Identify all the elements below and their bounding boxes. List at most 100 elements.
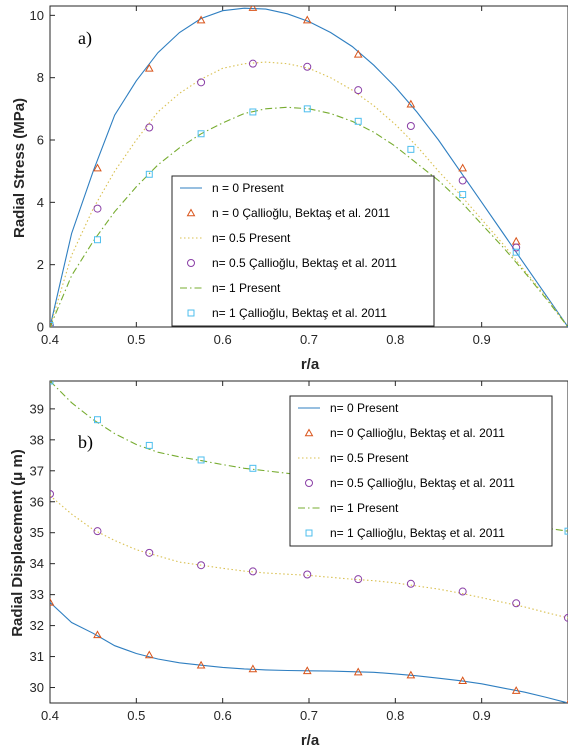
series-n-0-5-allio-lu-bekta-et-al-2011-point	[93, 527, 102, 536]
legend-swatch	[187, 309, 195, 317]
x-tick-label: 0.4	[41, 708, 59, 723]
y-tick-label: 38	[30, 432, 44, 447]
series-n-1-allio-lu-bekta-et-al-2011-point	[564, 527, 568, 535]
series-n-0-allio-lu-bekta-et-al-2011-point	[458, 676, 468, 685]
y-tick-label: 35	[30, 525, 44, 540]
legend-swatch	[187, 259, 195, 267]
series-n-0-allio-lu-bekta-et-al-2011-point	[144, 63, 154, 72]
y-tick-label: 36	[30, 494, 44, 509]
series-n-0-allio-lu-bekta-et-al-2011-point	[458, 163, 468, 172]
series-n-0-5-allio-lu-bekta-et-al-2011-point	[354, 86, 363, 95]
x-axis-title: r/a	[301, 356, 320, 373]
series-n-0-allio-lu-bekta-et-al-2011-point	[144, 650, 154, 659]
series-n-0-5-allio-lu-bekta-et-al-2011-point	[512, 599, 521, 608]
y-tick-label: 34	[30, 556, 44, 571]
series-n-1-allio-lu-bekta-et-al-2011-point	[94, 236, 101, 244]
x-tick-label: 0.5	[127, 708, 145, 723]
y-tick-label: 4	[37, 195, 44, 210]
series-n-0-allio-lu-bekta-et-al-2011-point	[196, 15, 206, 24]
series-n-0-allio-lu-bekta-et-al-2011-point	[50, 597, 55, 606]
series-n-0-5-allio-lu-bekta-et-al-2011-point	[50, 321, 54, 327]
series-n-1-allio-lu-bekta-et-al-2011-point	[50, 381, 54, 385]
series-n-1-allio-lu-bekta-et-al-2011-point	[303, 105, 311, 113]
series-n-0-5-allio-lu-bekta-et-al-2011-point	[512, 243, 521, 252]
series-n-1-allio-lu-bekta-et-al-2011-point	[512, 248, 520, 256]
series-n-0-allio-lu-bekta-et-al-2011-point	[93, 163, 102, 172]
x-tick-label: 0.9	[473, 708, 491, 723]
series-n-0-5-allio-lu-bekta-et-al-2011-point	[145, 548, 154, 557]
series-n-0-5-allio-lu-bekta-et-al-2011-point	[303, 570, 312, 579]
series-n-0-5-allio-lu-bekta-et-al-2011-point	[50, 490, 54, 499]
series-n-0-5-present-line	[50, 61, 568, 327]
series-n-0-5-allio-lu-bekta-et-al-2011-point	[564, 613, 568, 622]
legend-entry: n= 1 Present	[212, 281, 281, 295]
y-tick-label: 8	[37, 70, 44, 85]
series-n-1-allio-lu-bekta-et-al-2011-point	[249, 464, 257, 472]
legend-entry: n= 1 Present	[330, 501, 399, 515]
y-tick-label: 0	[37, 320, 44, 335]
series-n-0-present-line	[50, 601, 568, 703]
x-tick-label: 0.6	[214, 332, 232, 347]
x-tick-label: 0.8	[386, 708, 404, 723]
series-n-0-allio-lu-bekta-et-al-2011-point	[511, 236, 521, 245]
series-n-0-allio-lu-bekta-et-al-2011-point	[302, 15, 312, 24]
x-tick-label: 0.4	[41, 332, 59, 347]
series-n-0-5-allio-lu-bekta-et-al-2011-point	[406, 579, 415, 588]
series-n-1-allio-lu-bekta-et-al-2011-point	[197, 130, 205, 138]
series-n-0-5-allio-lu-bekta-et-al-2011-point	[354, 575, 363, 584]
series-n-0-allio-lu-bekta-et-al-2011-point	[353, 49, 363, 58]
series-n-0-5-allio-lu-bekta-et-al-2011-point	[197, 561, 206, 570]
legend-frame	[289, 395, 553, 547]
series-n-1-allio-lu-bekta-et-al-2011-point	[50, 321, 54, 327]
y-tick-label: 10	[30, 8, 44, 23]
x-tick-label: 0.6	[214, 708, 232, 723]
series-n-0-5-allio-lu-bekta-et-al-2011-point	[406, 121, 415, 130]
y-tick-label: 2	[37, 257, 44, 272]
series-n-0-allio-lu-bekta-et-al-2011-point	[406, 99, 416, 108]
legend-entry: n= 1 Çallioğlu, Bektaş et al. 2011	[212, 306, 387, 320]
y-tick-label: 30	[30, 680, 44, 695]
series-n-1-allio-lu-bekta-et-al-2011-point	[145, 441, 153, 449]
legend-entry: n= 0.5 Çallioğlu, Bektaş et al. 2011	[212, 256, 397, 270]
series-n-0-5-allio-lu-bekta-et-al-2011-point	[248, 59, 257, 68]
series-n-0-5-allio-lu-bekta-et-al-2011-point	[248, 567, 257, 576]
series-n-0-5-present-line	[50, 495, 568, 619]
panel-b-radial-displacement: b) r/a Radial Displacement (μ m) 0.4 0.5 0…	[9, 380, 568, 749]
series-n-0-allio-lu-bekta-et-al-2011-point	[511, 686, 521, 694]
x-axis-title: r/a	[301, 732, 320, 749]
x-tick-label: 0.7	[300, 708, 318, 723]
series-n-0-5-allio-lu-bekta-et-al-2011-point	[93, 204, 102, 213]
legend-swatch	[186, 208, 196, 217]
series-n-1-present-line	[50, 106, 568, 327]
x-tick-label: 0.5	[127, 332, 145, 347]
y-axis-title: Radial Displacement (μ m)	[9, 449, 26, 637]
series-n-1-allio-lu-bekta-et-al-2011-point	[145, 170, 153, 178]
y-tick-label: 37	[30, 463, 44, 478]
series-n-1-allio-lu-bekta-et-al-2011-point	[197, 456, 205, 464]
series-n-0-allio-lu-bekta-et-al-2011-point	[406, 670, 416, 679]
series-n-0-allio-lu-bekta-et-al-2011-point	[302, 666, 312, 675]
legend-entry: n= 0.5 Present	[330, 451, 409, 465]
legend-entry: n= 0.5 Present	[212, 231, 291, 245]
series-n-1-allio-lu-bekta-et-al-2011-point	[407, 145, 415, 153]
plot-area: 0.4 0.5 0.6 0.7 0.8 0.9 0 2 4 6 8 10	[30, 5, 568, 347]
legend-entry: n = 0 Çallioğlu, Bektaş et al. 2011	[212, 206, 391, 220]
legend-swatch	[304, 428, 314, 437]
series-n-0-5-allio-lu-bekta-et-al-2011-point	[303, 62, 312, 71]
legend: n = 0 Present n = 0 Çallioğlu, Bektaş et …	[171, 175, 435, 327]
series-n-1-allio-lu-bekta-et-al-2011-point	[459, 191, 467, 199]
legend-entry: n= 0.5 Çallioğlu, Bektaş et al. 2011	[330, 476, 515, 490]
series-n-0-present-line	[50, 7, 568, 327]
y-tick-label: 39	[30, 401, 44, 416]
panel-label: b)	[78, 432, 93, 453]
legend-entry: n= 1 Çallioğlu, Bektaş et al. 2011	[330, 526, 505, 540]
legend-swatch	[305, 529, 313, 537]
series-n-0-allio-lu-bekta-et-al-2011-point	[196, 660, 206, 669]
x-tick-label: 0.7	[300, 332, 318, 347]
legend-entry: n = 0 Present	[212, 181, 284, 195]
x-tick-label: 0.9	[473, 332, 491, 347]
legend-swatch	[305, 479, 313, 487]
x-tick-label: 0.8	[386, 332, 404, 347]
y-axis-title: Radial Stress (MPa)	[11, 98, 28, 238]
